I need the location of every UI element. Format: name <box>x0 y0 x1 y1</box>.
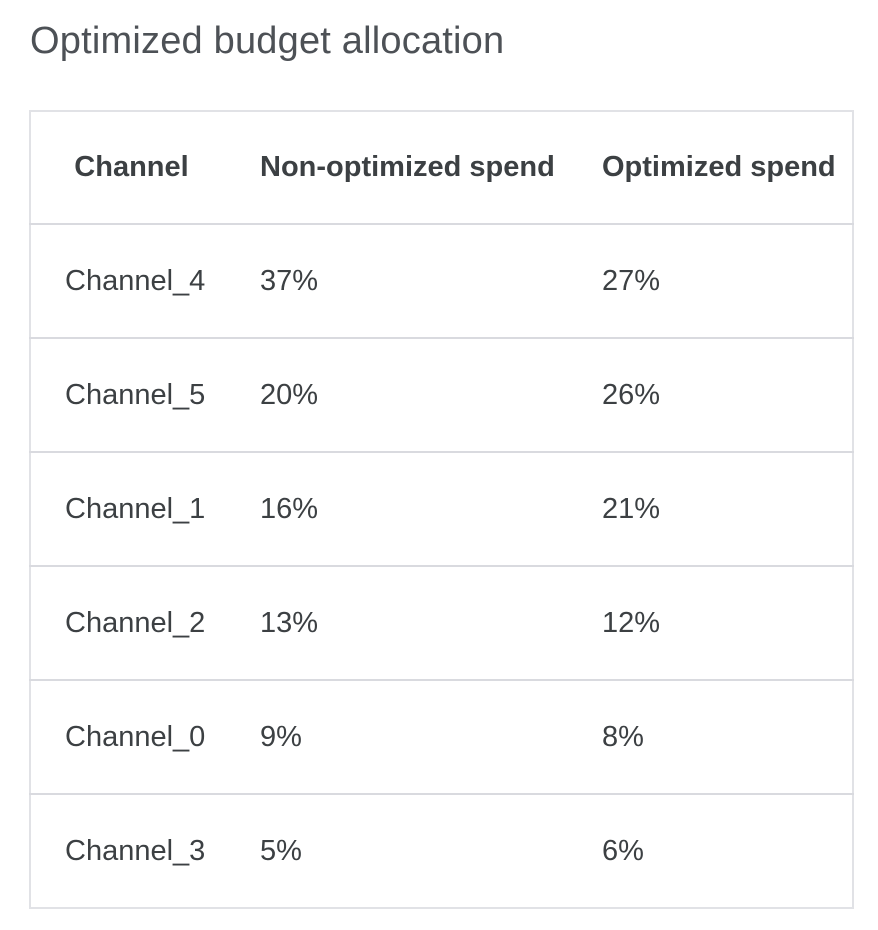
optimized-spend-cell: 12% <box>602 606 661 639</box>
non-optimized-spend-cell: 16% <box>260 492 319 525</box>
optimized-spend-cell: 21% <box>602 492 661 525</box>
channel-cell: Channel_5 <box>65 378 206 411</box>
optimized-spend-cell: 8% <box>602 720 644 753</box>
channel-cell: Channel_1 <box>65 492 206 525</box>
budget-allocation-table: Channel Non-optimized spend Optimized sp… <box>29 110 854 909</box>
column-header-optimized-spend: Optimized spend <box>602 151 836 183</box>
header-row: Channel Non-optimized spend Optimized sp… <box>30 111 853 224</box>
table-row: Channel_5 20% 26% <box>30 338 853 452</box>
non-optimized-spend-cell: 9% <box>260 720 302 753</box>
optimized-spend-cell: 26% <box>602 378 661 411</box>
table-row: Channel_2 13% 12% <box>30 566 853 680</box>
optimized-spend-cell: 27% <box>602 264 661 297</box>
non-optimized-spend-cell: 5% <box>260 834 302 867</box>
non-optimized-spend-cell: 13% <box>260 606 319 639</box>
table-header: Channel Non-optimized spend Optimized sp… <box>30 111 853 224</box>
channel-cell: Channel_3 <box>65 834 206 867</box>
column-header-non-optimized-spend: Non-optimized spend <box>260 151 555 183</box>
channel-cell: Channel_2 <box>65 606 206 639</box>
non-optimized-spend-cell: 20% <box>260 378 319 411</box>
optimized-spend-cell: 6% <box>602 834 644 867</box>
table-row: Channel_0 9% 8% <box>30 680 853 794</box>
table-row: Channel_3 5% 6% <box>30 794 853 908</box>
table-row: Channel_1 16% 21% <box>30 452 853 566</box>
channel-cell: Channel_0 <box>65 720 206 753</box>
table-row: Channel_4 37% 27% <box>30 224 853 338</box>
channel-cell: Channel_4 <box>65 264 206 297</box>
non-optimized-spend-cell: 37% <box>260 264 319 297</box>
table-body: Channel_4 37% 27% Channel_5 20% 26% Chan… <box>30 224 853 908</box>
page-title: Optimized budget allocation <box>30 20 505 62</box>
column-header-channel: Channel <box>74 151 189 183</box>
